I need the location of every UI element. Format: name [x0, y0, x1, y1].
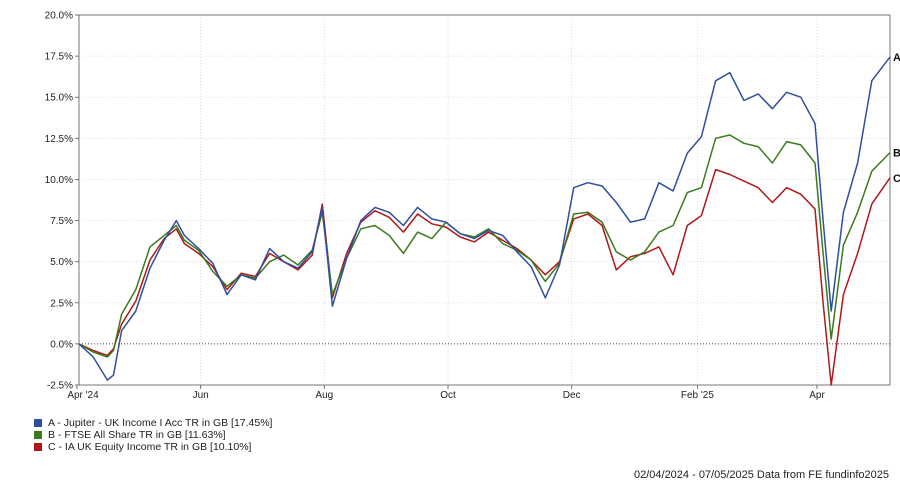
y-tick-label: 10.0% — [45, 175, 73, 186]
footer-source: 02/04/2024 - 07/05/2025 Data from FE fun… — [633, 469, 889, 481]
legend-item-a[interactable]: A - Jupiter - UK Income I Acc TR in GB [… — [34, 417, 272, 429]
y-axis-ticks: -2.5% 0.0% 2.5% 5.0% 7.5% 10.0% 12.5% 15.0% 17.5… — [45, 11, 79, 392]
y-tick-label: 7.5% — [50, 216, 73, 227]
x-axis-ticks: Apr '24 Jun Aug Oct Dec Feb '25 Apr — [67, 385, 825, 401]
end-label-b: B — [893, 148, 900, 160]
y-tick-label: 12.5% — [45, 134, 73, 145]
legend-label-b: B - FTSE All Share TR in GB [11.63%] — [48, 429, 226, 441]
x-tick-label: Oct — [440, 390, 456, 401]
series-line-a — [78, 56, 891, 381]
x-tick-label: Dec — [563, 390, 581, 401]
legend-swatch-c — [34, 443, 42, 451]
legend: A - Jupiter - UK Income I Acc TR in GB [… — [34, 417, 272, 453]
end-label-a: A — [893, 52, 900, 64]
legend-item-b[interactable]: B - FTSE All Share TR in GB [11.63%] — [34, 429, 272, 441]
grid-lines — [79, 15, 890, 385]
legend-label-c: C - IA UK Equity Income TR in GB [10.10%… — [48, 441, 252, 453]
x-tick-label: Apr '24 — [67, 390, 99, 401]
x-tick-label: Jun — [193, 390, 209, 401]
y-tick-label: -2.5% — [47, 381, 73, 392]
plot-area — [78, 14, 891, 386]
performance-chart: -2.5% 0.0% 2.5% 5.0% 7.5% 10.0% 12.5% 15.0% 17.5… — [45, 11, 900, 402]
end-label-c: C — [893, 173, 900, 185]
y-tick-label: 0.0% — [50, 339, 73, 350]
legend-label-a: A - Jupiter - UK Income I Acc TR in GB [… — [48, 417, 273, 429]
x-tick-label: Apr — [809, 390, 825, 401]
series-line-c — [78, 168, 891, 386]
x-tick-label: Feb '25 — [681, 390, 714, 401]
x-tick-label: Aug — [315, 390, 333, 401]
legend-swatch-b — [34, 431, 42, 439]
y-tick-label: 17.5% — [45, 52, 73, 63]
legend-swatch-a — [34, 419, 42, 427]
y-tick-label: 15.0% — [45, 93, 73, 104]
series-line-b — [78, 134, 891, 358]
legend-item-c[interactable]: C - IA UK Equity Income TR in GB [10.10%… — [34, 441, 272, 453]
y-tick-label: 20.0% — [45, 11, 73, 22]
series-lines — [78, 56, 891, 386]
series-end-labels: A B C — [893, 52, 900, 185]
y-tick-label: 2.5% — [50, 298, 73, 309]
y-tick-label: 5.0% — [50, 257, 73, 268]
